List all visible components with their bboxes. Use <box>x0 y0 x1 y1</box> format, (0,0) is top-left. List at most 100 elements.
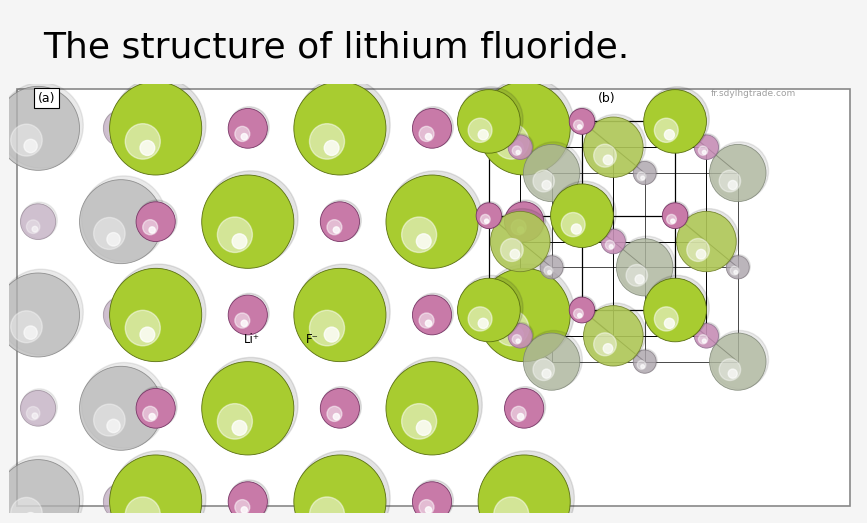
Circle shape <box>645 87 709 152</box>
Circle shape <box>414 293 453 334</box>
Circle shape <box>103 297 139 333</box>
Circle shape <box>505 386 545 427</box>
Circle shape <box>512 220 526 235</box>
Circle shape <box>109 500 123 514</box>
Circle shape <box>24 513 37 523</box>
Circle shape <box>426 320 432 326</box>
Circle shape <box>388 171 482 266</box>
Circle shape <box>294 268 386 361</box>
Circle shape <box>719 359 740 381</box>
Circle shape <box>229 107 269 147</box>
Circle shape <box>460 87 523 152</box>
Circle shape <box>728 180 737 190</box>
Circle shape <box>730 266 739 275</box>
Circle shape <box>709 333 766 390</box>
Circle shape <box>533 170 554 192</box>
Circle shape <box>633 350 656 373</box>
Circle shape <box>107 419 121 433</box>
Circle shape <box>0 269 83 355</box>
Circle shape <box>202 175 294 268</box>
Circle shape <box>570 297 595 323</box>
Circle shape <box>416 234 431 249</box>
Circle shape <box>460 276 523 340</box>
Circle shape <box>235 499 250 515</box>
Circle shape <box>728 369 737 378</box>
Circle shape <box>458 278 520 342</box>
Circle shape <box>235 313 250 328</box>
Circle shape <box>583 117 643 177</box>
Circle shape <box>80 366 162 450</box>
Circle shape <box>104 295 140 332</box>
Circle shape <box>711 331 768 389</box>
Circle shape <box>136 389 175 428</box>
Circle shape <box>320 202 360 242</box>
Circle shape <box>561 212 585 237</box>
Circle shape <box>643 278 707 342</box>
Circle shape <box>0 273 80 357</box>
Text: F⁻: F⁻ <box>306 333 319 346</box>
Circle shape <box>618 236 675 294</box>
Circle shape <box>149 227 155 233</box>
Circle shape <box>571 224 582 234</box>
Circle shape <box>401 217 437 253</box>
Circle shape <box>727 256 749 279</box>
Circle shape <box>103 110 139 146</box>
Circle shape <box>140 327 154 342</box>
Circle shape <box>552 181 616 246</box>
Circle shape <box>204 171 298 266</box>
Circle shape <box>493 310 529 346</box>
Circle shape <box>0 83 83 168</box>
Circle shape <box>544 266 553 275</box>
Circle shape <box>386 361 478 455</box>
Circle shape <box>414 480 453 520</box>
Circle shape <box>533 359 554 381</box>
Circle shape <box>570 107 596 134</box>
Circle shape <box>676 211 736 272</box>
Circle shape <box>235 127 250 141</box>
Circle shape <box>637 360 646 369</box>
Circle shape <box>594 333 616 356</box>
Circle shape <box>636 275 644 284</box>
Circle shape <box>458 89 520 153</box>
Circle shape <box>480 451 574 523</box>
Circle shape <box>641 176 644 180</box>
Circle shape <box>508 135 532 160</box>
Circle shape <box>228 108 267 148</box>
Circle shape <box>699 335 707 344</box>
Circle shape <box>10 497 42 523</box>
Circle shape <box>468 118 492 142</box>
Circle shape <box>310 310 344 346</box>
Circle shape <box>485 219 489 223</box>
Circle shape <box>310 497 344 523</box>
Circle shape <box>671 219 675 223</box>
Circle shape <box>480 264 574 359</box>
Circle shape <box>310 123 344 159</box>
Circle shape <box>709 144 766 202</box>
Circle shape <box>81 176 166 262</box>
Circle shape <box>510 249 519 259</box>
Circle shape <box>218 217 252 253</box>
Circle shape <box>509 134 533 159</box>
Circle shape <box>94 404 125 436</box>
Circle shape <box>143 406 158 422</box>
Circle shape <box>605 240 615 249</box>
Circle shape <box>508 327 523 342</box>
Circle shape <box>491 211 550 272</box>
Circle shape <box>663 202 689 228</box>
Circle shape <box>694 324 719 348</box>
Circle shape <box>137 386 177 427</box>
Circle shape <box>294 82 386 175</box>
Circle shape <box>140 514 154 523</box>
Circle shape <box>512 146 521 155</box>
Circle shape <box>570 108 595 134</box>
Text: (a): (a) <box>38 92 55 105</box>
Circle shape <box>525 331 583 389</box>
Circle shape <box>388 357 482 452</box>
Circle shape <box>109 82 202 175</box>
Circle shape <box>109 313 123 327</box>
Circle shape <box>112 264 205 359</box>
Circle shape <box>512 335 521 344</box>
Circle shape <box>10 311 42 343</box>
Circle shape <box>603 344 613 354</box>
Circle shape <box>104 109 140 145</box>
